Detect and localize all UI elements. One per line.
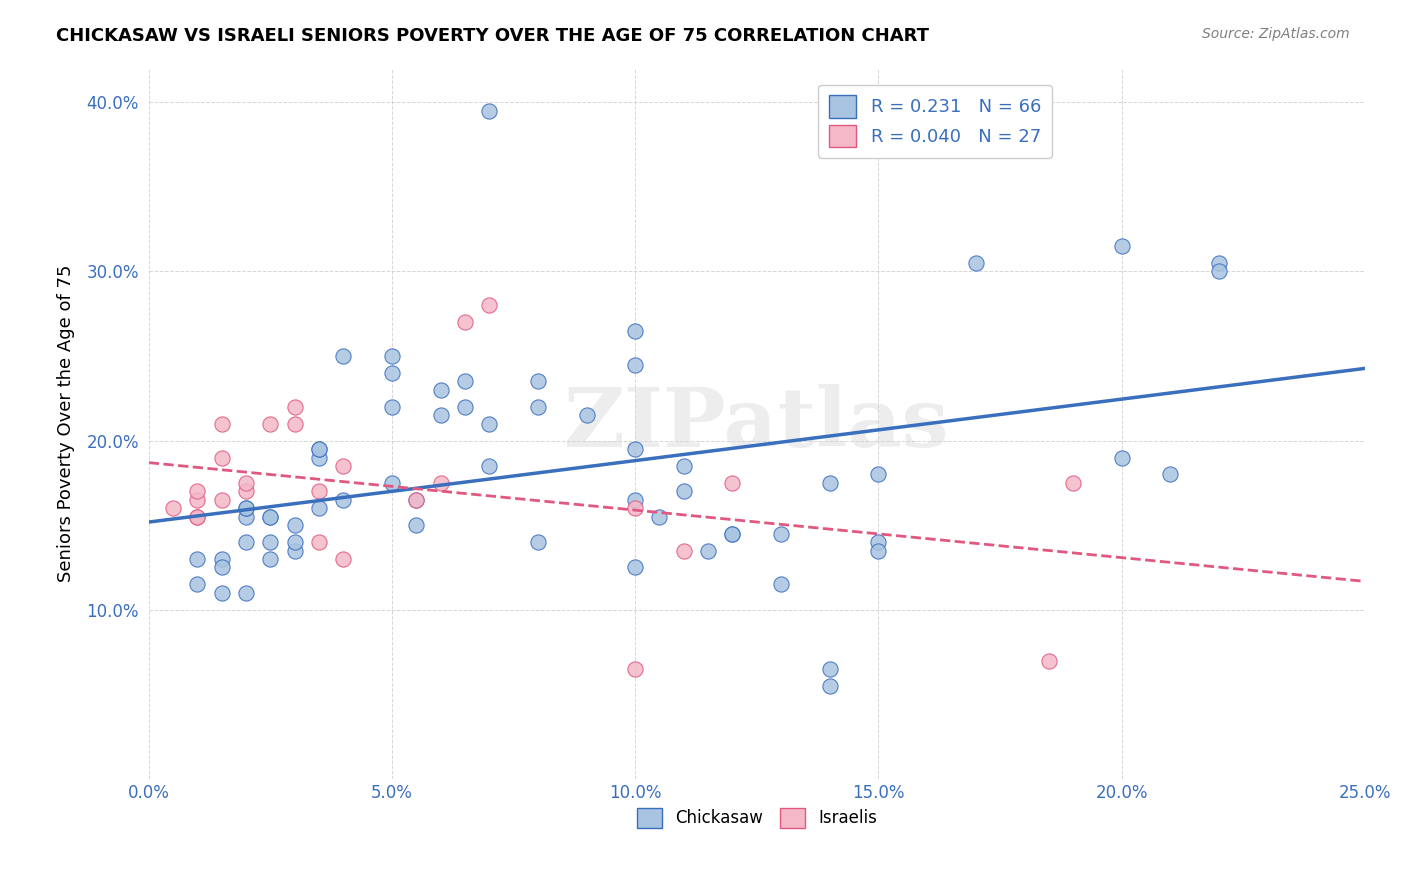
Point: [1111, 450, 1133, 465]
Point: [235, 501, 257, 516]
Point: [211, 552, 233, 566]
Point: [1208, 264, 1230, 278]
Point: [405, 492, 427, 507]
Point: [721, 526, 744, 541]
Point: [429, 383, 451, 397]
Point: [332, 349, 354, 363]
Point: [284, 400, 307, 414]
Point: [648, 509, 671, 524]
Point: [429, 475, 451, 490]
Point: [868, 467, 890, 482]
Point: [575, 409, 598, 423]
Point: [284, 543, 307, 558]
Point: [284, 518, 307, 533]
Point: [259, 509, 281, 524]
Point: [381, 475, 404, 490]
Point: [527, 535, 550, 549]
Point: [211, 560, 233, 574]
Point: [186, 552, 208, 566]
Point: [1062, 475, 1084, 490]
Point: [672, 458, 695, 473]
Point: [721, 475, 744, 490]
Point: [454, 400, 477, 414]
Point: [624, 324, 647, 338]
Y-axis label: Seniors Poverty Over the Age of 75: Seniors Poverty Over the Age of 75: [58, 265, 75, 582]
Point: [235, 586, 257, 600]
Point: [381, 400, 404, 414]
Point: [697, 543, 720, 558]
Text: ZIPatlas: ZIPatlas: [564, 384, 949, 464]
Point: [259, 509, 281, 524]
Point: [186, 577, 208, 591]
Point: [868, 535, 890, 549]
Point: [429, 409, 451, 423]
Point: [381, 349, 404, 363]
Point: [381, 366, 404, 380]
Point: [211, 492, 233, 507]
Point: [186, 509, 208, 524]
Point: [332, 492, 354, 507]
Point: [672, 484, 695, 499]
Point: [454, 315, 477, 329]
Point: [308, 442, 330, 456]
Text: Source: ZipAtlas.com: Source: ZipAtlas.com: [1202, 27, 1350, 41]
Point: [624, 358, 647, 372]
Point: [624, 492, 647, 507]
Point: [405, 492, 427, 507]
Point: [235, 484, 257, 499]
Text: CHICKASAW VS ISRAELI SENIORS POVERTY OVER THE AGE OF 75 CORRELATION CHART: CHICKASAW VS ISRAELI SENIORS POVERTY OVE…: [56, 27, 929, 45]
Point: [818, 475, 841, 490]
Point: [624, 560, 647, 574]
Point: [818, 662, 841, 676]
Point: [332, 458, 354, 473]
Point: [1111, 239, 1133, 253]
Point: [1159, 467, 1181, 482]
Point: [284, 535, 307, 549]
Point: [332, 552, 354, 566]
Point: [211, 586, 233, 600]
Point: [1208, 256, 1230, 270]
Point: [235, 475, 257, 490]
Point: [527, 375, 550, 389]
Point: [308, 484, 330, 499]
Point: [308, 442, 330, 456]
Point: [308, 450, 330, 465]
Point: [624, 662, 647, 676]
Point: [235, 509, 257, 524]
Point: [162, 501, 184, 516]
Point: [454, 375, 477, 389]
Point: [186, 484, 208, 499]
Point: [1038, 653, 1060, 667]
Point: [284, 417, 307, 431]
Point: [478, 417, 501, 431]
Point: [308, 501, 330, 516]
Point: [308, 535, 330, 549]
Point: [211, 450, 233, 465]
Point: [527, 400, 550, 414]
Point: [965, 256, 987, 270]
Point: [478, 458, 501, 473]
Point: [868, 543, 890, 558]
Point: [770, 577, 793, 591]
Point: [721, 526, 744, 541]
Point: [818, 679, 841, 693]
Point: [186, 509, 208, 524]
Point: [624, 442, 647, 456]
Point: [478, 103, 501, 118]
Point: [235, 535, 257, 549]
Point: [405, 518, 427, 533]
Legend: Chickasaw, Israelis: Chickasaw, Israelis: [630, 801, 883, 835]
Point: [672, 543, 695, 558]
Point: [211, 417, 233, 431]
Point: [235, 501, 257, 516]
Point: [259, 417, 281, 431]
Point: [186, 492, 208, 507]
Point: [259, 552, 281, 566]
Point: [259, 535, 281, 549]
Point: [478, 298, 501, 312]
Point: [770, 526, 793, 541]
Point: [624, 501, 647, 516]
